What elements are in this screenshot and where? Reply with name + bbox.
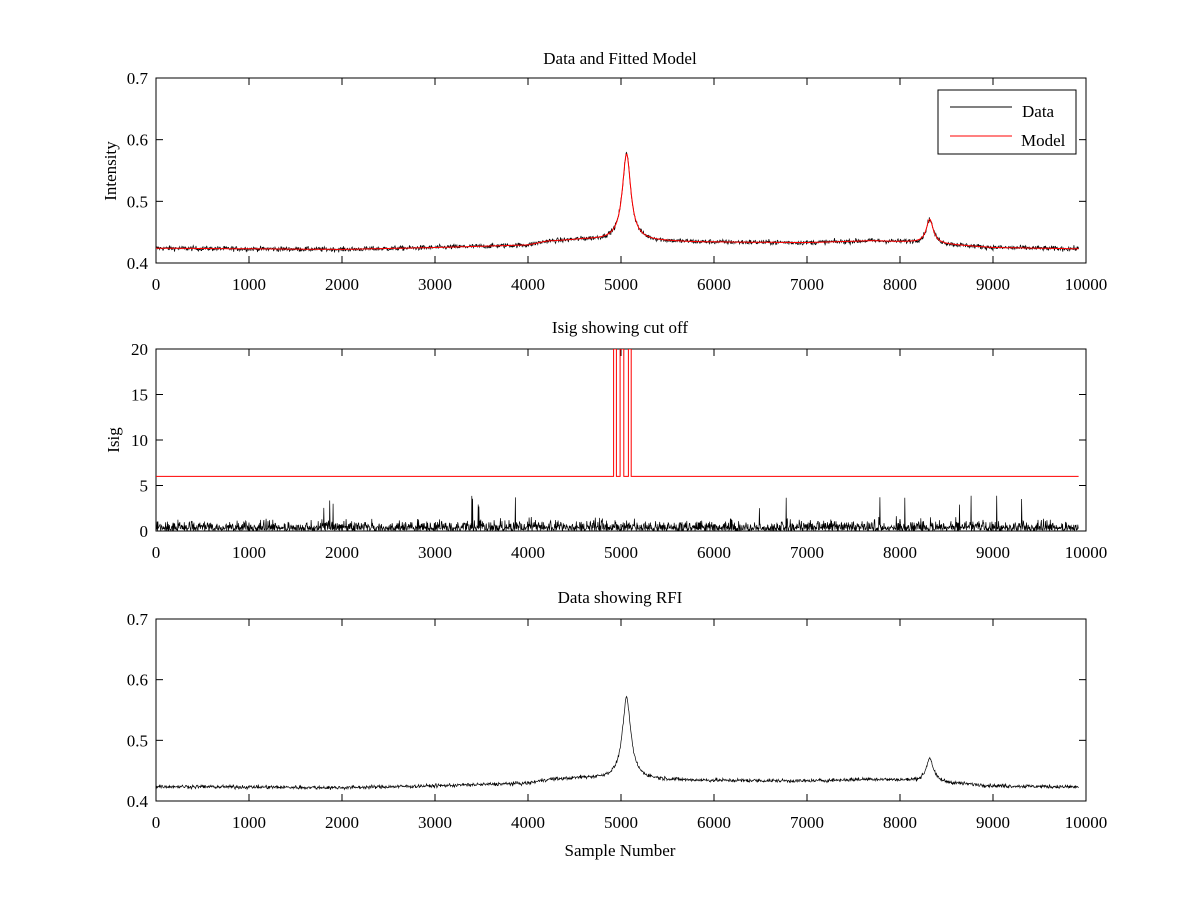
x-tick-label: 1000 [232,275,266,294]
panel-1-legend: Data Model [937,89,1077,155]
x-tick-label: 7000 [790,275,824,294]
plot-frame [155,348,1087,532]
x-tick-label: 0 [152,813,161,832]
series-line-data [156,151,1079,253]
x-tick-label: 5000 [604,275,638,294]
x-tick-label: 8000 [883,543,917,562]
x-tick-label: 8000 [883,275,917,294]
legend-box [937,89,1077,155]
series-line-data [156,695,1079,791]
plot-frame [155,618,1087,802]
x-tick-label: 0 [152,275,161,294]
x-tick-label: 4000 [511,543,545,562]
series-line-model [156,153,1079,250]
panel-2-plot-area: 0 1000 2000 3000 4000 5000 6000 7000 8000 9000 100… [131,340,1107,562]
x-tick-label: 2000 [325,543,359,562]
panel-3-xlabel: Sample Number [565,841,676,860]
x-tick-label: 4000 [511,275,545,294]
x-tick-label: 10000 [1065,813,1108,832]
y-tick-label: 0 [140,522,149,541]
x-tick-label: 9000 [976,543,1010,562]
series-group [156,349,1079,531]
x-tick-label: 1000 [232,813,266,832]
y-tick-label: 0.5 [127,731,148,750]
panel-data-and-fitted-model: Data and Fitted Model Intensity 0 1000 200… [101,49,1107,294]
y-tick-label: 20 [131,340,148,359]
x-tick-label: 9000 [976,813,1010,832]
x-tick-label: 0 [152,543,161,562]
x-tick-label: 6000 [697,543,731,562]
series-group [156,695,1079,791]
series-group [156,151,1079,253]
series-line-cut-off [156,349,1079,477]
x-tick-label: 9000 [976,275,1010,294]
panel-2-title: Isig showing cut off [552,318,688,337]
y-tick-label: 15 [131,386,148,405]
x-tick-label: 5000 [604,543,638,562]
series-line-isig [156,495,1079,531]
x-tick-label: 10000 [1065,543,1108,562]
y-tick-label: 0.5 [127,192,148,211]
panel-1-plot-area: 0 1000 2000 3000 4000 5000 6000 7000 8000 9000 100… [127,69,1108,294]
x-tick-label: 2000 [325,275,359,294]
panel-data-showing-rfi: Data showing RFI Sample Number 0 1000 2000… [127,588,1108,860]
x-tick-label: 8000 [883,813,917,832]
x-tick-label: 7000 [790,543,824,562]
y-tick-label: 0.4 [127,254,149,273]
y-tick-label: 0.7 [127,610,149,629]
x-tick-label: 1000 [232,543,266,562]
x-tick-label: 3000 [418,543,452,562]
x-tick-label: 6000 [697,275,731,294]
x-tick-label: 7000 [790,813,824,832]
panel-3-title: Data showing RFI [558,588,683,607]
panel-isig-cut-off: Isig showing cut off Isig 0 1000 2000 3000 4… [104,318,1107,562]
legend-model-label: Model [1021,131,1066,150]
y-tick-label: 0.6 [127,131,148,150]
x-tick-label: 2000 [325,813,359,832]
panel-1-title: Data and Fitted Model [543,49,697,68]
y-tick-label: 0.6 [127,671,148,690]
x-tick-label: 10000 [1065,275,1108,294]
x-tick-label: 3000 [418,813,452,832]
panel-2-ylabel: Isig [104,427,123,453]
y-tick-label: 0.4 [127,792,149,811]
x-tick-label: 4000 [511,813,545,832]
panel-1-ylabel: Intensity [101,141,120,201]
panel-3-plot-area: 0 1000 2000 3000 4000 5000 6000 7000 8000 9000 100… [127,610,1108,832]
y-tick-label: 0.7 [127,69,149,88]
legend-data-label: Data [1022,102,1055,121]
x-tick-label: 5000 [604,813,638,832]
x-tick-label: 3000 [418,275,452,294]
x-tick-label: 6000 [697,813,731,832]
y-tick-label: 10 [131,431,148,450]
y-tick-label: 5 [140,477,149,496]
